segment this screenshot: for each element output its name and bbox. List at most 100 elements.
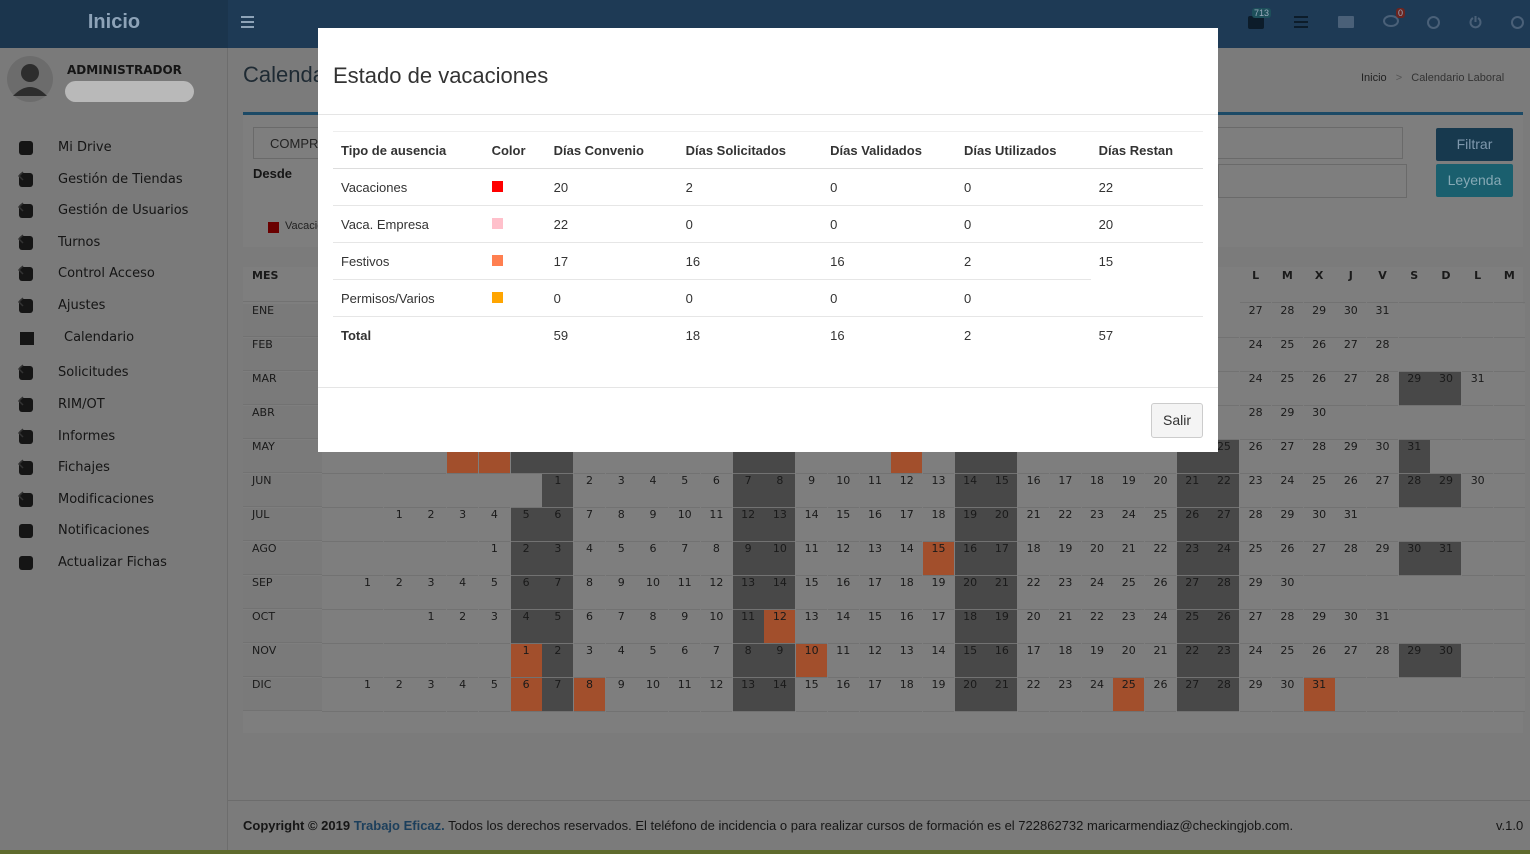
day-cell[interactable]: 19	[922, 678, 954, 712]
day-cell[interactable]: 2	[415, 508, 447, 542]
day-cell[interactable]: 8	[574, 678, 606, 712]
day-cell[interactable]: 4	[574, 542, 606, 576]
day-cell[interactable]: 7	[732, 474, 764, 508]
day-cell[interactable]: 15	[986, 474, 1018, 508]
icon-list[interactable]	[1294, 16, 1308, 29]
day-cell[interactable]: 19	[954, 508, 986, 542]
day-cell[interactable]: 24	[1081, 576, 1113, 610]
day-cell[interactable]: 10	[637, 678, 669, 712]
day-cell[interactable]: 31	[1335, 508, 1367, 542]
menu-item[interactable]: Gestión de Tiendas	[0, 165, 227, 195]
day-cell[interactable]: 8	[764, 474, 796, 508]
day-cell[interactable]: 27	[1335, 644, 1367, 678]
day-cell[interactable]: 1	[510, 644, 542, 678]
menu-item[interactable]: Actualizar Fichas	[0, 548, 227, 578]
day-cell[interactable]: 27	[1176, 678, 1208, 712]
day-cell[interactable]: 10	[796, 644, 828, 678]
day-cell[interactable]: 22	[1018, 576, 1050, 610]
menu-item[interactable]: RIM/OT	[0, 390, 227, 420]
day-cell[interactable]: 3	[478, 610, 510, 644]
day-cell[interactable]: 2	[383, 576, 415, 610]
day-cell[interactable]: 14	[922, 644, 954, 678]
day-cell[interactable]: 16	[1018, 474, 1050, 508]
day-cell[interactable]: 5	[478, 678, 510, 712]
day-cell[interactable]: 25	[1240, 542, 1272, 576]
day-cell[interactable]: 9	[605, 576, 637, 610]
day-cell[interactable]: 13	[796, 610, 828, 644]
day-cell[interactable]: 20	[954, 678, 986, 712]
day-cell[interactable]: 26	[1145, 678, 1176, 712]
day-cell[interactable]: 2	[510, 542, 542, 576]
day-cell[interactable]: 11	[859, 474, 891, 508]
day-cell[interactable]: 5	[669, 474, 701, 508]
day-cell[interactable]: 24	[1271, 474, 1303, 508]
day-cell[interactable]: 22	[1018, 678, 1050, 712]
day-cell[interactable]: 17	[922, 610, 954, 644]
day-cell[interactable]: 15	[859, 610, 891, 644]
day-cell[interactable]: 21	[1049, 610, 1081, 644]
day-cell[interactable]: 9	[764, 644, 796, 678]
day-cell[interactable]: 25	[1271, 644, 1303, 678]
day-cell[interactable]: 15	[796, 678, 828, 712]
day-cell[interactable]: 28	[1208, 576, 1240, 610]
day-cell[interactable]: 21	[986, 678, 1018, 712]
day-cell[interactable]: 23	[1208, 644, 1240, 678]
day-cell[interactable]: 23	[1081, 508, 1113, 542]
day-cell[interactable]: 2	[383, 678, 415, 712]
day-cell[interactable]: 6	[574, 610, 606, 644]
icon-clock[interactable]	[1427, 16, 1440, 29]
day-cell[interactable]: 13	[859, 542, 891, 576]
day-cell[interactable]: 27	[1176, 576, 1208, 610]
day-cell[interactable]: 7	[542, 678, 574, 712]
day-cell[interactable]: 5	[605, 542, 637, 576]
day-cell[interactable]: 17	[1049, 474, 1081, 508]
menu-item[interactable]: Modificaciones	[0, 485, 227, 515]
day-cell[interactable]: 3	[447, 508, 479, 542]
day-cell[interactable]: 9	[669, 610, 701, 644]
day-cell[interactable]: 30	[1335, 610, 1367, 644]
day-cell[interactable]: 14	[954, 474, 986, 508]
day-cell[interactable]: 5	[637, 644, 669, 678]
day-cell[interactable]: 3	[415, 678, 447, 712]
company-link[interactable]: Trabajo Eficaz.	[353, 818, 445, 833]
day-cell[interactable]: 13	[764, 508, 796, 542]
day-cell[interactable]: 28	[1271, 610, 1303, 644]
day-cell[interactable]: 27	[1335, 338, 1367, 372]
day-cell[interactable]: 29	[1240, 576, 1272, 610]
day-cell[interactable]: 20	[1018, 610, 1050, 644]
day-cell[interactable]: 19	[1049, 542, 1081, 576]
menu-item[interactable]: Solicitudes	[0, 358, 227, 388]
day-cell[interactable]: 4	[605, 644, 637, 678]
day-cell[interactable]: 16	[859, 508, 891, 542]
day-cell[interactable]: 2	[574, 474, 606, 508]
day-cell[interactable]: 16	[954, 542, 986, 576]
day-cell[interactable]: 19	[922, 576, 954, 610]
day-cell[interactable]: 29	[1367, 542, 1399, 576]
day-cell[interactable]: 16	[986, 644, 1018, 678]
day-cell[interactable]: 21	[986, 576, 1018, 610]
day-cell[interactable]: 6	[700, 474, 732, 508]
day-cell[interactable]: 4	[478, 508, 510, 542]
day-cell[interactable]: 19	[986, 610, 1018, 644]
day-cell[interactable]: 31	[1303, 678, 1335, 712]
day-cell[interactable]: 23	[1176, 542, 1208, 576]
day-cell[interactable]: 23	[1049, 678, 1081, 712]
day-cell[interactable]: 21	[1145, 644, 1176, 678]
day-cell[interactable]: 17	[986, 542, 1018, 576]
day-cell[interactable]: 17	[891, 508, 923, 542]
day-cell[interactable]: 29	[1335, 440, 1367, 474]
day-cell[interactable]: 20	[1145, 474, 1176, 508]
day-cell[interactable]: 18	[954, 610, 986, 644]
day-cell[interactable]: 8	[637, 610, 669, 644]
day-cell[interactable]: 4	[447, 576, 479, 610]
day-cell[interactable]: 11	[827, 644, 859, 678]
day-cell[interactable]: 29	[1303, 304, 1335, 338]
day-cell[interactable]: 22	[1081, 610, 1113, 644]
day-cell[interactable]: 30	[1398, 542, 1430, 576]
day-cell[interactable]: 26	[1240, 440, 1272, 474]
day-cell[interactable]: 3	[605, 474, 637, 508]
day-cell[interactable]: 1	[542, 474, 574, 508]
day-cell[interactable]: 5	[510, 508, 542, 542]
day-cell[interactable]: 23	[1240, 474, 1272, 508]
day-cell[interactable]: 13	[732, 576, 764, 610]
